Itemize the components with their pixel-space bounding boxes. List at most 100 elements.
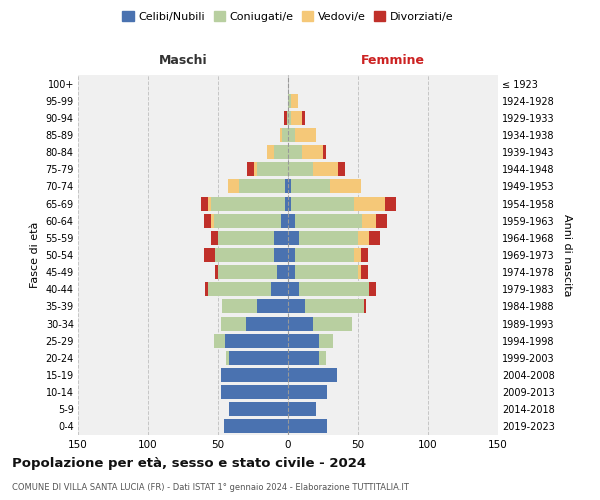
Bar [211, 196, 285, 210]
Bar [257, 300, 288, 314]
Bar [214, 214, 281, 228]
Bar [358, 265, 361, 279]
Bar [274, 248, 288, 262]
Bar [323, 145, 326, 159]
Bar [288, 94, 291, 108]
Bar [285, 180, 288, 194]
Bar [305, 300, 364, 314]
Bar [284, 111, 287, 125]
Bar [281, 214, 288, 228]
Bar [287, 111, 288, 125]
Bar [215, 265, 218, 279]
Bar [208, 282, 271, 296]
Bar [218, 265, 277, 279]
Bar [369, 282, 376, 296]
Bar [288, 162, 313, 176]
Legend: Celibi/Nubili, Coniugati/e, Vedovi/e, Divorziati/e: Celibi/Nubili, Coniugati/e, Vedovi/e, Di… [119, 8, 457, 25]
Bar [215, 248, 274, 262]
Bar [205, 282, 208, 296]
Bar [254, 162, 257, 176]
Bar [246, 316, 288, 330]
Y-axis label: Anni di nascita: Anni di nascita [562, 214, 572, 296]
Bar [288, 145, 302, 159]
Text: Popolazione per età, sesso e stato civile - 2024: Popolazione per età, sesso e stato civil… [12, 458, 366, 470]
Bar [361, 248, 368, 262]
Bar [338, 162, 346, 176]
Bar [288, 231, 299, 245]
Bar [288, 316, 313, 330]
Bar [288, 351, 319, 365]
Bar [330, 180, 361, 194]
Bar [211, 214, 214, 228]
Bar [295, 248, 354, 262]
Bar [364, 300, 367, 314]
Bar [204, 214, 211, 228]
Bar [361, 265, 368, 279]
Bar [319, 334, 333, 347]
Bar [369, 231, 380, 245]
Bar [274, 145, 288, 159]
Bar [239, 180, 285, 194]
Bar [288, 248, 295, 262]
Bar [225, 334, 288, 347]
Bar [295, 265, 358, 279]
Bar [291, 94, 298, 108]
Bar [302, 111, 305, 125]
Bar [201, 196, 208, 210]
Bar [211, 231, 218, 245]
Bar [295, 128, 316, 142]
Bar [274, 231, 288, 245]
Bar [222, 300, 257, 314]
Bar [226, 351, 229, 365]
Bar [221, 368, 288, 382]
Bar [295, 214, 362, 228]
Bar [267, 145, 274, 159]
Bar [288, 282, 299, 296]
Bar [288, 420, 327, 434]
Bar [362, 214, 376, 228]
Bar [302, 145, 323, 159]
Bar [288, 402, 316, 416]
Bar [299, 282, 369, 296]
Bar [354, 196, 385, 210]
Bar [291, 111, 302, 125]
Bar [288, 265, 295, 279]
Text: COMUNE DI VILLA SANTA LUCIA (FR) - Dati ISTAT 1° gennaio 2024 - Elaborazione TUT: COMUNE DI VILLA SANTA LUCIA (FR) - Dati … [12, 482, 409, 492]
Bar [358, 231, 369, 245]
Text: Maschi: Maschi [158, 54, 208, 68]
Bar [288, 128, 295, 142]
Bar [277, 265, 288, 279]
Text: Femmine: Femmine [361, 54, 425, 68]
Bar [319, 351, 326, 365]
Bar [288, 300, 305, 314]
Bar [288, 385, 327, 399]
Bar [313, 162, 338, 176]
Bar [288, 334, 319, 347]
Bar [288, 196, 291, 210]
Bar [288, 180, 291, 194]
Bar [204, 248, 215, 262]
Bar [228, 180, 239, 194]
Bar [291, 196, 354, 210]
Bar [271, 282, 288, 296]
Bar [376, 214, 388, 228]
Bar [229, 351, 288, 365]
Bar [313, 316, 352, 330]
Bar [283, 128, 288, 142]
Bar [285, 196, 288, 210]
Bar [247, 162, 254, 176]
Bar [208, 196, 211, 210]
Bar [288, 368, 337, 382]
Bar [221, 316, 246, 330]
Bar [257, 162, 288, 176]
Bar [224, 420, 288, 434]
Bar [221, 385, 288, 399]
Bar [288, 214, 295, 228]
Bar [229, 402, 288, 416]
Bar [280, 128, 283, 142]
Bar [354, 248, 361, 262]
Bar [291, 180, 330, 194]
Bar [214, 334, 225, 347]
Bar [288, 111, 291, 125]
Bar [218, 231, 274, 245]
